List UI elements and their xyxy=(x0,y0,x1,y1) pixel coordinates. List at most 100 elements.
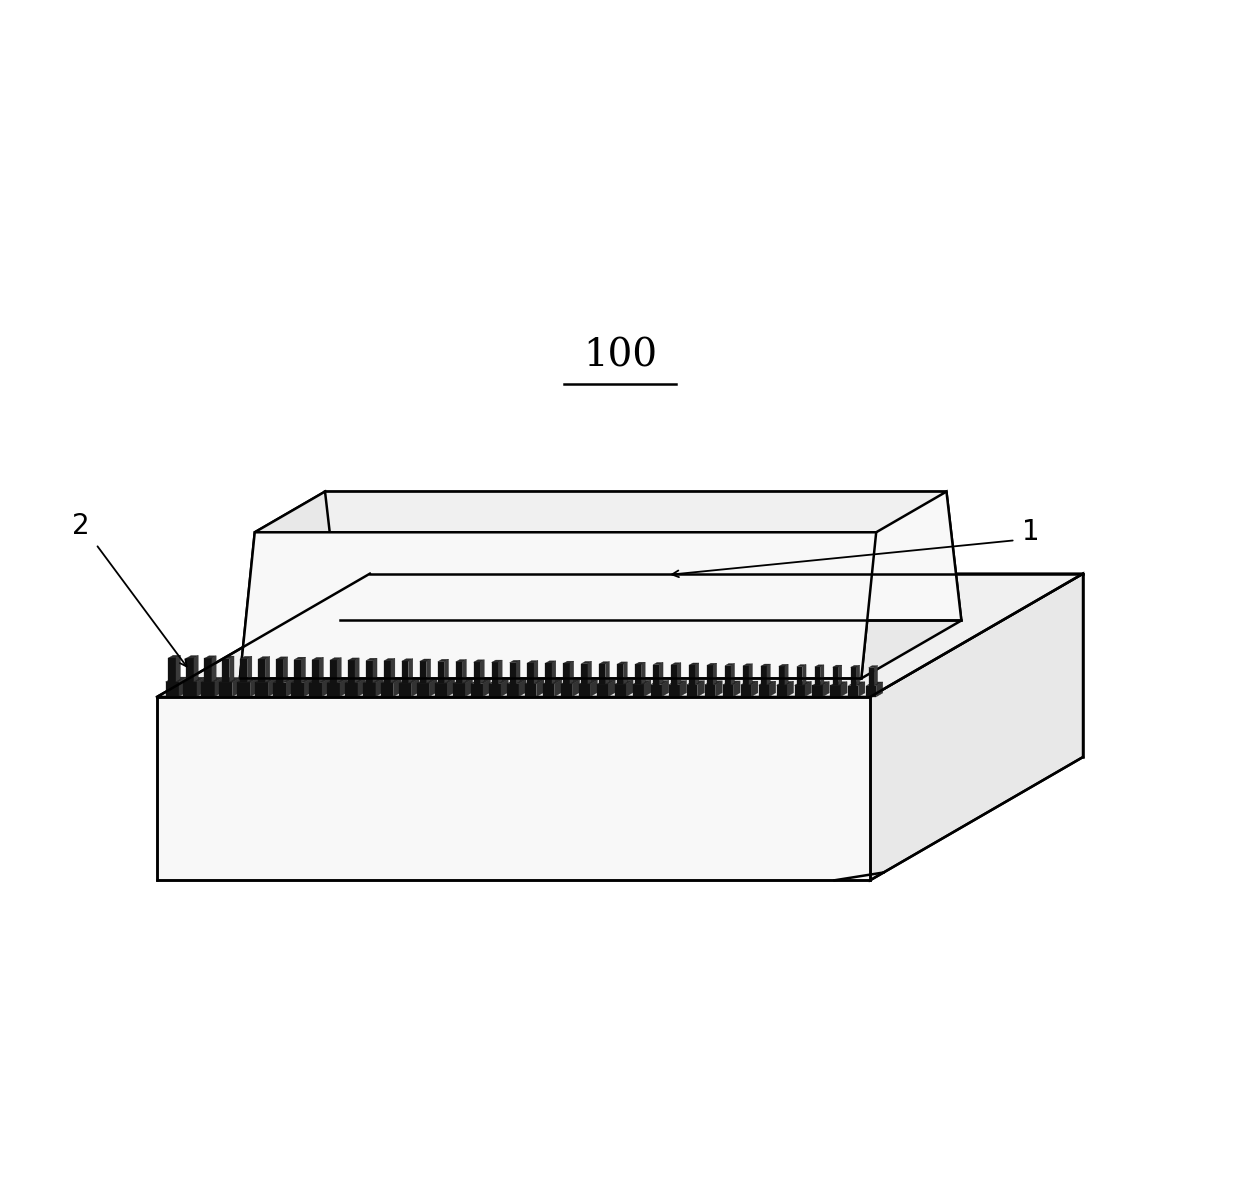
Polygon shape xyxy=(766,664,770,685)
Polygon shape xyxy=(815,667,821,685)
Polygon shape xyxy=(848,681,866,686)
Polygon shape xyxy=(588,661,591,684)
Polygon shape xyxy=(769,681,776,697)
Polygon shape xyxy=(563,661,574,664)
Polygon shape xyxy=(330,658,341,660)
Polygon shape xyxy=(527,662,534,684)
Polygon shape xyxy=(193,655,198,683)
Polygon shape xyxy=(653,662,663,665)
Polygon shape xyxy=(169,655,180,658)
Polygon shape xyxy=(851,667,856,686)
Polygon shape xyxy=(312,660,319,683)
Polygon shape xyxy=(671,662,681,665)
Polygon shape xyxy=(408,659,413,684)
Polygon shape xyxy=(624,662,627,685)
Polygon shape xyxy=(831,681,847,685)
Polygon shape xyxy=(507,679,526,684)
Polygon shape xyxy=(435,679,455,684)
Polygon shape xyxy=(186,655,198,658)
Polygon shape xyxy=(239,532,877,679)
Polygon shape xyxy=(301,658,305,683)
Polygon shape xyxy=(453,679,472,684)
Polygon shape xyxy=(176,655,180,683)
Polygon shape xyxy=(687,680,704,685)
Polygon shape xyxy=(653,665,660,685)
Polygon shape xyxy=(660,662,663,685)
Polygon shape xyxy=(393,679,402,697)
Polygon shape xyxy=(723,685,733,697)
Polygon shape xyxy=(877,681,883,697)
Polygon shape xyxy=(707,664,717,666)
Polygon shape xyxy=(815,665,823,667)
Polygon shape xyxy=(402,659,413,661)
Polygon shape xyxy=(713,664,717,685)
Polygon shape xyxy=(626,680,634,697)
Polygon shape xyxy=(671,665,677,685)
Polygon shape xyxy=(165,683,179,697)
Polygon shape xyxy=(560,684,573,697)
Polygon shape xyxy=(641,662,645,685)
Polygon shape xyxy=(309,683,322,697)
Polygon shape xyxy=(761,664,770,666)
Polygon shape xyxy=(605,661,609,684)
Polygon shape xyxy=(546,664,552,684)
Polygon shape xyxy=(471,679,491,684)
Polygon shape xyxy=(812,685,822,697)
Polygon shape xyxy=(518,679,526,697)
Polygon shape xyxy=(474,660,485,662)
Polygon shape xyxy=(165,677,187,683)
Polygon shape xyxy=(662,680,668,697)
Polygon shape xyxy=(255,683,268,697)
Polygon shape xyxy=(787,681,794,697)
Polygon shape xyxy=(740,681,758,685)
Polygon shape xyxy=(222,659,229,683)
Polygon shape xyxy=(579,680,598,684)
Polygon shape xyxy=(552,661,556,684)
Polygon shape xyxy=(363,683,376,697)
Polygon shape xyxy=(420,659,430,661)
Polygon shape xyxy=(841,681,847,697)
Polygon shape xyxy=(417,684,429,697)
Polygon shape xyxy=(157,697,870,880)
Polygon shape xyxy=(258,659,265,683)
Polygon shape xyxy=(534,660,538,684)
Polygon shape xyxy=(707,666,713,685)
Polygon shape xyxy=(507,684,518,697)
Polygon shape xyxy=(345,683,357,697)
Polygon shape xyxy=(697,680,704,697)
Polygon shape xyxy=(704,685,715,697)
Polygon shape xyxy=(212,655,216,683)
Polygon shape xyxy=(554,680,562,697)
Polygon shape xyxy=(644,680,651,697)
Polygon shape xyxy=(179,677,187,697)
Polygon shape xyxy=(812,681,830,685)
Polygon shape xyxy=(255,678,277,683)
Polygon shape xyxy=(776,681,794,685)
Polygon shape xyxy=(438,661,444,684)
Polygon shape xyxy=(776,685,787,697)
Polygon shape xyxy=(833,665,842,667)
Polygon shape xyxy=(851,665,859,667)
Polygon shape xyxy=(668,680,687,685)
Polygon shape xyxy=(677,662,681,685)
Polygon shape xyxy=(687,685,697,697)
Polygon shape xyxy=(802,665,806,685)
Polygon shape xyxy=(384,659,394,661)
Polygon shape xyxy=(489,679,508,684)
Polygon shape xyxy=(247,656,252,683)
Polygon shape xyxy=(241,659,247,683)
Polygon shape xyxy=(797,665,806,667)
Polygon shape xyxy=(294,658,305,660)
Polygon shape xyxy=(402,661,408,684)
Polygon shape xyxy=(615,680,634,685)
Polygon shape xyxy=(821,665,823,685)
Polygon shape xyxy=(482,679,491,697)
Polygon shape xyxy=(471,684,482,697)
Polygon shape xyxy=(743,666,749,685)
Polygon shape xyxy=(381,683,393,697)
Polygon shape xyxy=(474,662,480,684)
Polygon shape xyxy=(740,685,751,697)
Polygon shape xyxy=(822,681,830,697)
Polygon shape xyxy=(560,680,579,684)
Polygon shape xyxy=(858,681,866,697)
